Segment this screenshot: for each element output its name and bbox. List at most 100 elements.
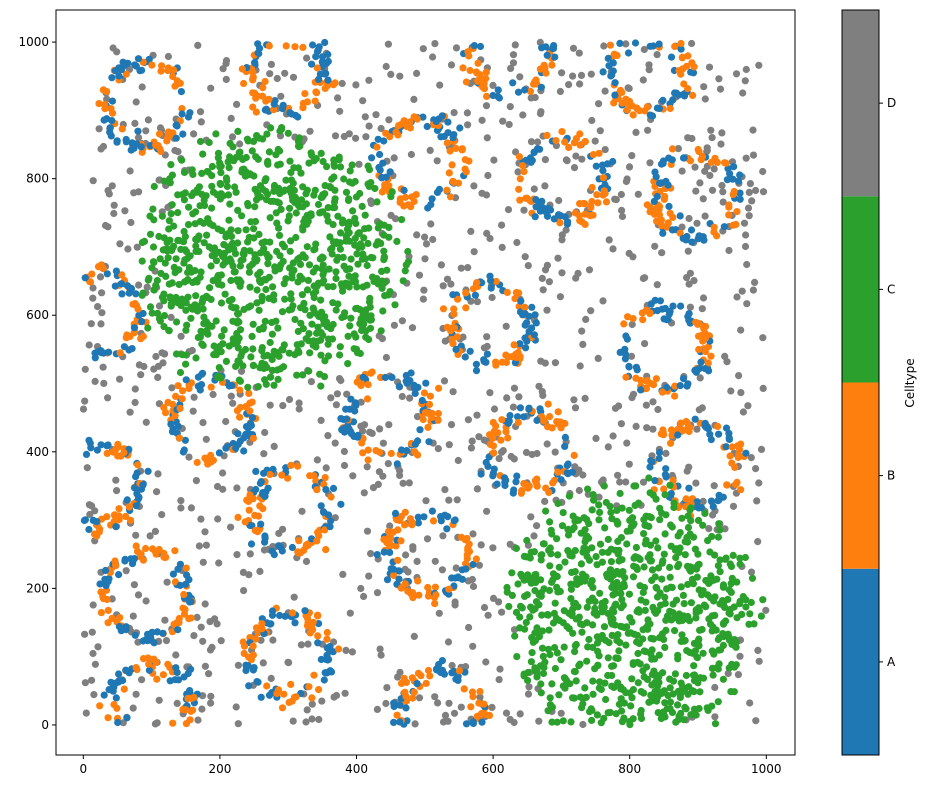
point-C xyxy=(220,326,228,334)
point-C xyxy=(716,526,724,534)
point-D xyxy=(209,390,217,399)
point-B xyxy=(655,211,664,219)
point-A xyxy=(240,447,248,455)
point-D xyxy=(457,703,465,711)
point-B xyxy=(190,693,198,702)
point-D xyxy=(707,126,715,134)
point-D xyxy=(601,146,609,154)
point-A xyxy=(288,543,296,552)
point-B xyxy=(503,288,511,296)
point-D xyxy=(737,389,745,397)
point-D xyxy=(701,212,709,220)
point-C xyxy=(212,317,220,325)
point-D xyxy=(530,185,538,193)
point-C xyxy=(344,280,352,288)
point-D xyxy=(754,538,762,546)
point-C xyxy=(178,295,186,303)
point-B xyxy=(263,682,271,690)
point-B xyxy=(734,442,742,450)
point-B xyxy=(378,188,386,196)
point-D xyxy=(376,425,384,433)
point-D xyxy=(408,324,417,332)
point-D xyxy=(674,145,683,153)
point-C xyxy=(347,314,355,322)
point-B xyxy=(729,190,737,198)
point-A xyxy=(736,171,744,179)
point-B xyxy=(733,478,741,486)
point-A xyxy=(260,469,268,477)
point-C xyxy=(211,250,219,258)
point-C xyxy=(709,671,717,679)
point-D xyxy=(617,420,626,428)
point-D xyxy=(372,111,380,119)
point-B xyxy=(466,66,474,75)
point-C xyxy=(184,293,192,301)
point-C xyxy=(328,250,336,258)
point-D xyxy=(496,665,504,673)
point-C xyxy=(678,616,687,625)
point-C xyxy=(312,240,320,248)
point-A xyxy=(159,629,167,637)
point-B xyxy=(570,451,578,459)
point-B xyxy=(671,392,679,400)
point-B xyxy=(153,675,161,683)
point-C xyxy=(548,703,557,711)
point-D xyxy=(142,418,150,426)
point-A xyxy=(521,334,529,342)
point-C xyxy=(583,603,591,611)
point-A xyxy=(646,111,654,119)
point-D xyxy=(303,706,311,714)
point-A xyxy=(254,49,262,57)
point-C xyxy=(234,227,242,235)
point-B xyxy=(94,263,103,271)
point-C xyxy=(540,663,548,672)
point-D xyxy=(201,662,209,670)
point-C xyxy=(589,677,597,685)
point-C xyxy=(681,703,689,712)
point-C xyxy=(304,217,312,225)
point-A xyxy=(122,623,130,631)
point-C xyxy=(245,268,253,276)
point-C xyxy=(314,323,322,331)
point-A xyxy=(456,124,464,132)
point-A xyxy=(386,548,394,557)
point-B xyxy=(557,424,565,432)
point-A xyxy=(373,551,381,559)
point-C xyxy=(288,274,296,282)
point-C xyxy=(352,193,360,201)
point-A xyxy=(599,167,607,175)
point-D xyxy=(534,138,542,146)
point-C xyxy=(231,183,239,191)
point-C xyxy=(677,583,685,591)
point-D xyxy=(705,525,713,533)
point-B xyxy=(587,204,595,212)
point-B xyxy=(561,138,569,146)
point-D xyxy=(476,693,484,701)
point-B xyxy=(373,143,381,151)
point-C xyxy=(614,537,622,546)
colorbar-label: Celltype xyxy=(903,358,917,407)
point-C xyxy=(379,307,387,315)
point-A xyxy=(248,414,257,422)
point-C xyxy=(607,508,615,517)
point-B xyxy=(643,201,651,209)
point-A xyxy=(222,444,230,452)
point-B xyxy=(164,66,172,75)
point-D xyxy=(207,692,215,700)
point-D xyxy=(429,235,437,244)
point-D xyxy=(541,359,549,367)
point-D xyxy=(599,297,607,305)
point-A xyxy=(736,189,744,197)
point-A xyxy=(171,676,179,684)
point-A xyxy=(538,44,546,52)
point-C xyxy=(567,718,575,726)
point-B xyxy=(638,309,647,317)
point-D xyxy=(334,94,342,102)
point-B xyxy=(249,103,257,111)
point-D xyxy=(398,317,406,325)
point-D xyxy=(196,108,205,116)
point-C xyxy=(516,624,524,632)
point-C xyxy=(631,553,639,561)
point-C xyxy=(250,225,258,233)
point-A xyxy=(691,415,699,423)
